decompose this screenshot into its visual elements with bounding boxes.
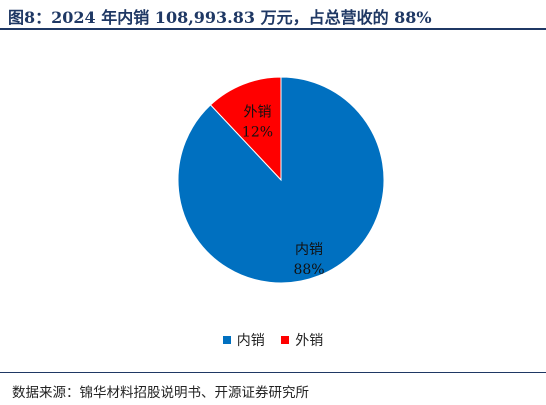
- slice-label-domestic: 内销: [295, 242, 323, 258]
- chart-title: 图8：2024 年内销 108,993.83 万元，占总营收的 88%: [8, 8, 432, 27]
- source-note: 数据来源：锦华材料招股说明书、开源证券研究所: [12, 385, 309, 401]
- legend-swatch-export: [281, 336, 290, 344]
- pie-slice-domestic: [177, 76, 385, 284]
- legend: 内销 外销: [0, 330, 546, 350]
- slice-value-export: 12%: [242, 125, 273, 141]
- pie-chart: 外销 12% 内销 88%: [177, 76, 385, 284]
- source-divider: [0, 372, 546, 373]
- slice-label-export: 外销: [243, 105, 271, 121]
- legend-item-export: 外销: [281, 330, 323, 350]
- slice-value-domestic: 88%: [293, 262, 324, 278]
- title-bar: 图8：2024 年内销 108,993.83 万元，占总营收的 88%: [0, 0, 546, 30]
- legend-swatch-domestic: [222, 336, 231, 344]
- legend-label-domestic: 内销: [236, 333, 265, 349]
- legend-item-domestic: 内销: [222, 330, 265, 350]
- legend-label-export: 外销: [295, 333, 324, 349]
- pie-labels: 外销 12% 内销 88%: [242, 105, 325, 278]
- pie-slice-export: [209, 76, 282, 182]
- pie-slices: [177, 76, 385, 284]
